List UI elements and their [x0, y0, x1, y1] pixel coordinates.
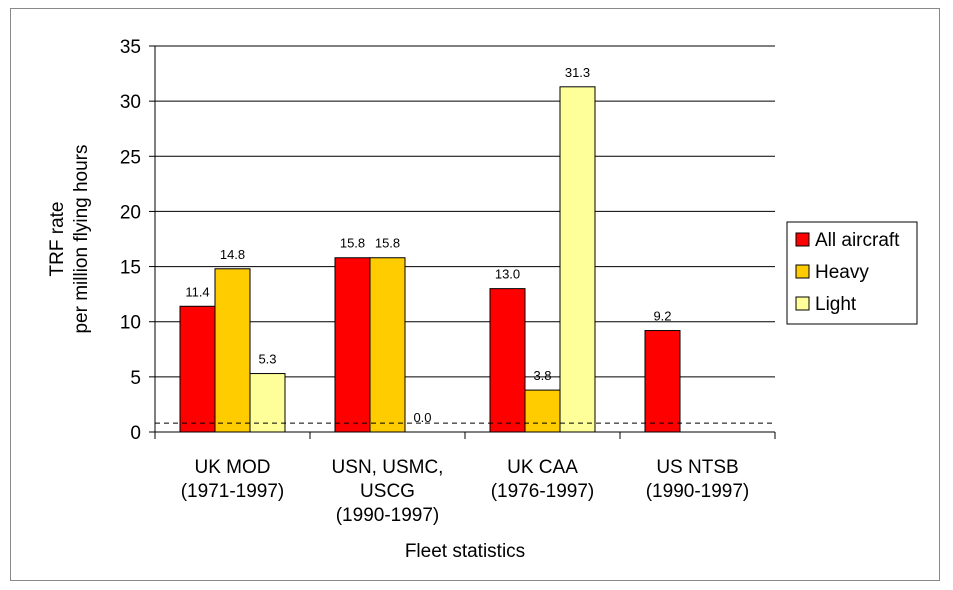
x-category-label: US NTSB: [656, 457, 738, 478]
bar-light: [559, 86, 596, 433]
legend-swatch: [795, 296, 810, 311]
bar-all-aircraft: [489, 288, 526, 433]
x-category-label: USN, USMC,: [332, 457, 444, 478]
y-tick-label: 30: [120, 92, 141, 113]
y-axis-title-line2: per million flying hours: [71, 144, 92, 333]
bar-all-aircraft: [334, 257, 371, 433]
y-tick-label: 25: [120, 147, 141, 168]
data-label: 3.8: [533, 368, 551, 383]
bar-heavy: [369, 257, 406, 433]
legend-label: Light: [815, 294, 857, 315]
data-label: 0.0: [413, 410, 431, 425]
y-tick-label: 10: [120, 313, 141, 334]
x-category-label: USCG: [360, 481, 415, 502]
x-category-label: (1990-1997): [646, 481, 750, 502]
data-label: 14.8: [220, 247, 245, 262]
data-label: 15.8: [375, 236, 400, 251]
data-label: 15.8: [340, 236, 365, 251]
bar-all-aircraft: [644, 330, 681, 433]
x-category-label: UK MOD: [195, 457, 271, 478]
x-category-label: (1971-1997): [181, 481, 285, 502]
y-axis-title-line1: TRF rate: [47, 202, 68, 277]
x-axis-title: Fleet statistics: [405, 541, 525, 562]
data-label: 31.3: [565, 65, 590, 80]
chart-frame: [10, 8, 940, 581]
y-tick-label: 0: [130, 423, 141, 444]
bar-heavy: [214, 268, 251, 433]
y-tick-label: 35: [120, 37, 141, 58]
bar-all-aircraft: [179, 305, 216, 433]
x-category-label: (1976-1997): [491, 481, 595, 502]
data-label: 5.3: [258, 352, 276, 367]
y-tick-label: 20: [120, 202, 141, 223]
y-tick-label: 5: [130, 368, 141, 389]
bar-light: [249, 373, 286, 433]
legend-swatch: [795, 264, 810, 279]
data-label: 9.2: [653, 309, 671, 324]
bar-heavy: [524, 389, 561, 433]
y-tick-label: 15: [120, 258, 141, 279]
legend-swatch: [795, 232, 810, 247]
legend-label: All aircraft: [815, 230, 900, 251]
data-label: 11.4: [185, 284, 209, 299]
data-label: 13.0: [495, 267, 520, 282]
legend-label: Heavy: [815, 262, 869, 283]
x-category-label: UK CAA: [507, 457, 578, 478]
x-category-label: (1990-1997): [336, 505, 440, 526]
